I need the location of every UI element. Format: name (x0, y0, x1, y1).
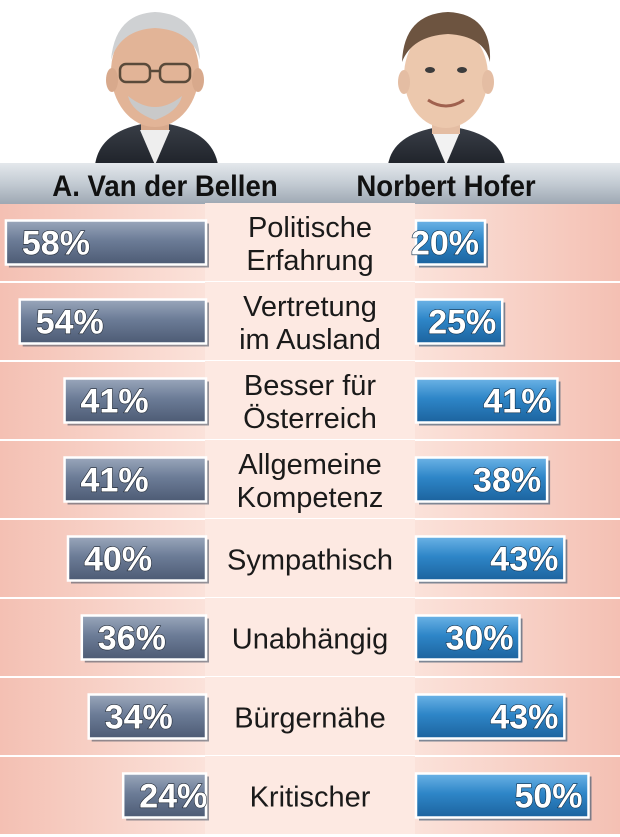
bar-van-der-bellen-vertretung-im-ausland (18, 298, 208, 345)
bar-hofer-vertretung-im-ausland (414, 298, 504, 345)
value-label-van-der-bellen-vertretung-im-ausland: 54% (36, 304, 104, 342)
chart-rows: 58% 20% Politische Erfahrung 54% 25% Vertretun… (0, 203, 620, 836)
bar-hofer-buergernaehe (414, 693, 566, 740)
bar-hofer-politische-erfahrung (414, 219, 487, 266)
value-label-van-der-bellen-unabhaengig: 36% (98, 620, 166, 658)
value-label-hofer-politische-erfahrung: 20% (411, 225, 479, 263)
category-cell-vertretung-im-ausland (205, 282, 415, 361)
bar-van-der-bellen-politische-erfahrung (4, 219, 208, 266)
category-cell-besser-fuer-oesterreich (205, 361, 415, 440)
bar-van-der-bellen-buergernaehe (87, 693, 208, 740)
value-label-hofer-vertretung-im-ausland: 25% (428, 304, 496, 342)
category-label-besser-fuer-oesterreich: Besser für Österreich (243, 370, 377, 435)
value-label-van-der-bellen-kritischer: 24% (139, 778, 207, 816)
bar-van-der-bellen-allgemeine-kompetenz (63, 456, 208, 503)
bar-hofer-unabhaengig (414, 614, 521, 661)
bar-hofer-allgemeine-kompetenz (414, 456, 549, 503)
value-label-hofer-besser-fuer-oesterreich: 41% (483, 383, 551, 421)
value-label-hofer-buergernaehe: 43% (490, 699, 558, 737)
header-bar (0, 163, 620, 204)
category-label-buergernaehe: Bürgernähe (234, 703, 386, 735)
bar-hofer-kritischer (414, 772, 590, 819)
category-cell-unabhaengig (205, 598, 415, 677)
value-label-van-der-bellen-besser-fuer-oesterreich: 41% (81, 383, 149, 421)
category-label-allgemeine-kompetenz: Allgemeine Kompetenz (237, 449, 384, 514)
category-label-vertretung-im-ausland: Vertretung im Ausland (239, 291, 381, 356)
legend-norbert-hofer: Norbert Hofer (356, 170, 535, 203)
bar-van-der-bellen-kritischer (121, 772, 208, 819)
category-cell-politische-erfahrung (205, 203, 415, 282)
category-cell-kritischer (205, 756, 415, 835)
category-label-unabhaengig: Unabhängig (232, 624, 388, 656)
legend-van-der-bellen: A. Van der Bellen (52, 170, 277, 203)
bar-van-der-bellen-besser-fuer-oesterreich (63, 377, 208, 424)
portrait-norbert-hofer (388, 12, 505, 165)
value-label-hofer-unabhaengig: 30% (445, 620, 513, 658)
value-label-hofer-kritischer: 50% (514, 778, 582, 816)
bar-hofer-sympathisch (414, 535, 566, 582)
bar-van-der-bellen-unabhaengig (80, 614, 208, 661)
value-label-van-der-bellen-politische-erfahrung: 58% (22, 225, 90, 263)
bar-van-der-bellen-sympathisch (66, 535, 208, 582)
category-label-sympathisch: Sympathisch (227, 545, 393, 577)
value-label-van-der-bellen-allgemeine-kompetenz: 41% (81, 462, 149, 500)
value-label-hofer-allgemeine-kompetenz: 38% (473, 462, 541, 500)
value-label-van-der-bellen-sympathisch: 40% (84, 541, 152, 579)
value-label-van-der-bellen-buergernaehe: 34% (105, 699, 173, 737)
row-separator (0, 834, 620, 836)
bar-hofer-besser-fuer-oesterreich (414, 377, 559, 424)
portrait-van-der-bellen (95, 12, 218, 165)
category-cell-sympathisch (205, 519, 415, 598)
category-label-politische-erfahrung: Politische Erfahrung (246, 212, 373, 277)
category-cell-buergernaehe (205, 677, 415, 756)
value-label-hofer-sympathisch: 43% (490, 541, 558, 579)
category-cell-allgemeine-kompetenz (205, 440, 415, 519)
category-label-kritischer: Kritischer (250, 782, 371, 814)
